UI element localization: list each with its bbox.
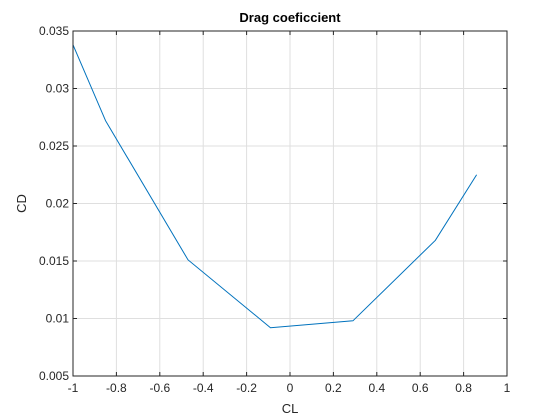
x-tick-label: 1 (504, 381, 511, 395)
y-tick-label: 0.015 (39, 254, 69, 268)
x-tick-label: 0.6 (412, 381, 429, 395)
y-axis-label: CD (14, 194, 29, 213)
ticks (72, 30, 508, 377)
y-tick-labels: 0.005 0.01 0.015 0.02 0.025 0.03 0.035 (39, 24, 69, 383)
x-tick-label: 0.4 (368, 381, 385, 395)
y-tick-label: 0.02 (46, 197, 70, 211)
x-tick-label: -1 (68, 381, 79, 395)
x-tick-label: -0.8 (106, 381, 127, 395)
x-tick-label: 0.8 (455, 381, 472, 395)
x-tick-label: -0.6 (149, 381, 170, 395)
y-tick-label: 0.005 (39, 369, 69, 383)
series-layer (72, 44, 478, 329)
y-tick-label: 0.03 (46, 82, 70, 96)
y-tick-label: 0.025 (39, 139, 69, 153)
x-tick-label: 0 (287, 381, 294, 395)
y-tick-label: 0.01 (46, 312, 70, 326)
x-tick-label: 0.2 (325, 381, 342, 395)
y-tick-label: 0.035 (39, 24, 69, 38)
x-tick-label: -0.4 (193, 381, 214, 395)
x-tick-labels: -1 -0.8 -0.6 -0.4 -0.2 0 0.2 0.4 0.6 0.8 1 (68, 381, 511, 395)
series-line (72, 44, 478, 329)
chart-title: Drag coeficcient (239, 10, 341, 25)
x-tick-label: -0.2 (236, 381, 257, 395)
x-axis-label: CL (282, 401, 299, 416)
